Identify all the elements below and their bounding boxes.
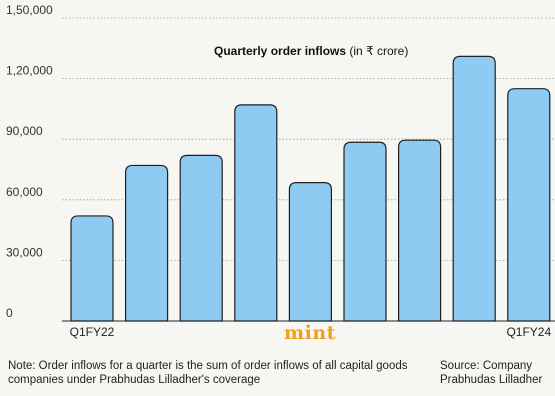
chart-title: Quarterly order inflows (in ₹ crore) [214, 44, 408, 58]
bar [179, 154, 223, 322]
chart-area: 0 30,000 60,000 90,000 1,20,000 1,50,000 Q1FY2… [6, 3, 555, 344]
y-tick-label: 90,000 [6, 124, 43, 138]
x-category-label: Q1FY24 [506, 325, 551, 339]
mint-logo: mint [284, 322, 336, 344]
bar [234, 104, 278, 322]
bar-chart: 0 30,000 60,000 90,000 1,20,000 1,50,000 Q1FY2… [6, 3, 555, 339]
bar [452, 55, 496, 322]
y-tick-label: 60,000 [6, 185, 43, 199]
source-line-2: Prabhudas Lilladher [440, 374, 543, 386]
note-text: Note: Order inflows for a quarter is the… [8, 360, 408, 386]
chart-title-unit: (in ₹ crore) [349, 44, 409, 58]
bar [125, 164, 169, 322]
bar [507, 88, 551, 322]
y-tick-label: 1,50,000 [6, 3, 53, 17]
bar [70, 215, 114, 322]
source-line-1: Source: Company [440, 360, 533, 372]
bar [343, 141, 387, 322]
x-category-label: Q1FY22 [70, 325, 115, 339]
y-tick-label: 0 [6, 306, 13, 320]
chart-title-main: Quarterly order inflows [214, 44, 347, 58]
bar [398, 139, 442, 322]
source-text: Source: Company Prabhudas Lilladher [440, 359, 555, 387]
bar [288, 182, 332, 322]
y-tick-label: 30,000 [6, 245, 43, 259]
y-tick-label: 1,20,000 [6, 64, 53, 78]
